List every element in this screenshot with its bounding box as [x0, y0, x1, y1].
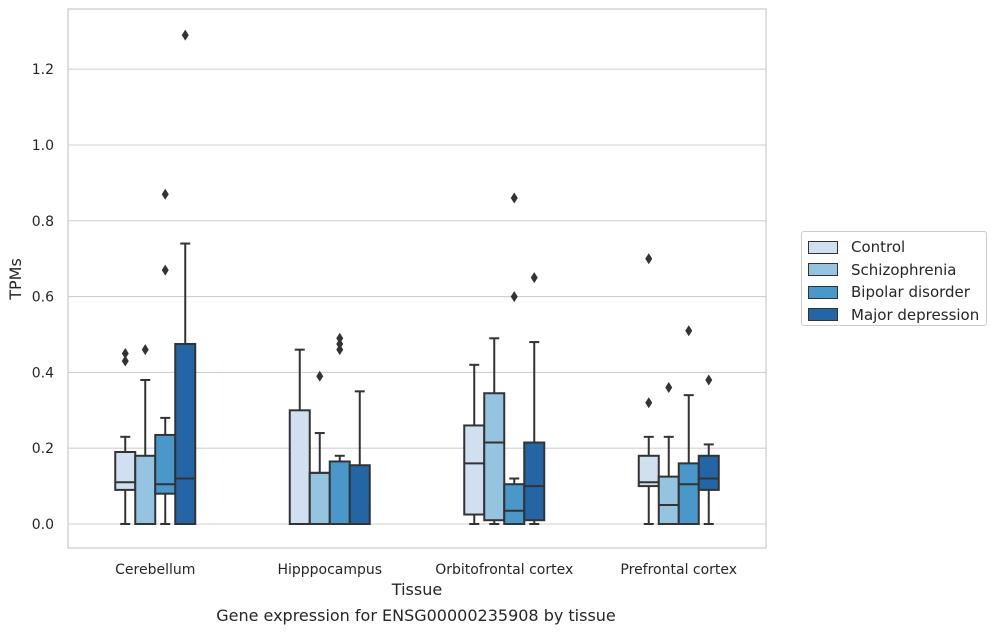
- y-tick-label: 0.4: [32, 365, 54, 381]
- y-axis-label: TPMs: [6, 258, 25, 301]
- box-iqr: [483, 392, 506, 522]
- y-axis-ticks: 0.0 0.2 0.4 0.6 0.8 1.0 1.2: [32, 62, 54, 533]
- legend-swatch: [808, 308, 838, 322]
- x-axis-ticks: Cerebellum Hipppocampus Orbitofrontal cort…: [115, 562, 737, 578]
- box-major-depression: [697, 374, 720, 525]
- y-tick-label: 0.6: [32, 290, 54, 306]
- legend-label: Bipolar disorder: [851, 283, 970, 302]
- plot-area: [114, 29, 720, 526]
- outlier-point: [510, 291, 518, 303]
- plot-frame: [67, 8, 767, 549]
- x-tick-label: Prefrontal cortex: [620, 562, 737, 578]
- box-major-depression: [523, 272, 546, 525]
- box-iqr: [637, 454, 660, 488]
- legend-swatch: [808, 285, 838, 299]
- box-control: [288, 348, 311, 525]
- outlier-point: [336, 332, 344, 344]
- box-schizophrenia: [657, 382, 680, 525]
- box-iqr: [308, 471, 331, 525]
- outlier-point: [336, 344, 344, 356]
- legend-item: Bipolar disorder: [802, 281, 986, 304]
- box-iqr: [348, 464, 371, 526]
- legend-swatch: [808, 240, 838, 254]
- box-control: [637, 253, 660, 525]
- outlier-point: [336, 338, 344, 350]
- y-tick-label: 0.8: [32, 214, 54, 230]
- box-control: [463, 363, 486, 525]
- outlier-point: [645, 397, 653, 409]
- box-iqr: [288, 409, 311, 525]
- box-bipolar-disorder: [154, 188, 177, 525]
- box-major-depression: [174, 29, 197, 525]
- box-iqr: [114, 450, 137, 491]
- box-iqr: [657, 475, 680, 525]
- legend-item: Schizophrenia: [802, 259, 986, 282]
- outlier-point: [121, 355, 129, 367]
- box-iqr: [463, 424, 486, 516]
- y-tick-label: 1.0: [32, 138, 54, 154]
- legend-label: Control: [851, 238, 906, 257]
- y-tick-label: 0.2: [32, 441, 54, 457]
- y-tick-label: 1.2: [32, 62, 54, 78]
- legend-item: Major depression: [802, 304, 986, 327]
- outlier-point: [181, 29, 189, 41]
- legend: Control Schizophrenia Bipolar disorder Majo…: [801, 231, 987, 326]
- outlier-point: [121, 347, 129, 359]
- outlier-point: [645, 253, 653, 265]
- x-tick-label: Hipppocampus: [277, 562, 382, 578]
- box-control: [114, 347, 137, 525]
- outlier-point: [141, 344, 149, 356]
- outlier-point: [665, 382, 673, 394]
- x-tick-label: Orbitofrontal cortex: [435, 562, 573, 578]
- outlier-point: [316, 370, 324, 382]
- outlier-point: [530, 272, 538, 284]
- box-schizophrenia: [134, 344, 157, 525]
- box-iqr: [697, 454, 720, 491]
- box-iqr: [523, 441, 546, 522]
- box-major-depression: [348, 390, 371, 526]
- chart-caption: Gene expression for ENSG00000235908 by t…: [216, 606, 616, 625]
- box-iqr: [503, 483, 526, 525]
- box-bipolar-disorder: [328, 332, 351, 525]
- box-bipolar-disorder: [677, 325, 700, 525]
- outlier-point: [161, 264, 169, 276]
- box-iqr: [677, 462, 700, 525]
- legend-label: Schizophrenia: [851, 260, 957, 279]
- legend-label: Major depression: [851, 305, 980, 324]
- outlier-point: [685, 325, 693, 337]
- legend-item: Control: [802, 236, 986, 259]
- box-iqr: [174, 342, 197, 525]
- x-tick-label: Cerebellum: [115, 562, 195, 578]
- box-schizophrenia: [308, 370, 331, 525]
- box-bipolar-disorder: [503, 192, 526, 525]
- legend-swatch: [808, 263, 838, 277]
- box-iqr: [134, 454, 157, 525]
- box-iqr: [328, 460, 351, 525]
- outlier-point: [705, 374, 713, 386]
- outlier-point: [510, 192, 518, 204]
- box-schizophrenia: [483, 337, 506, 525]
- x-axis-label: Tissue: [391, 580, 442, 599]
- outlier-point: [161, 188, 169, 200]
- y-tick-label: 0.0: [32, 517, 54, 533]
